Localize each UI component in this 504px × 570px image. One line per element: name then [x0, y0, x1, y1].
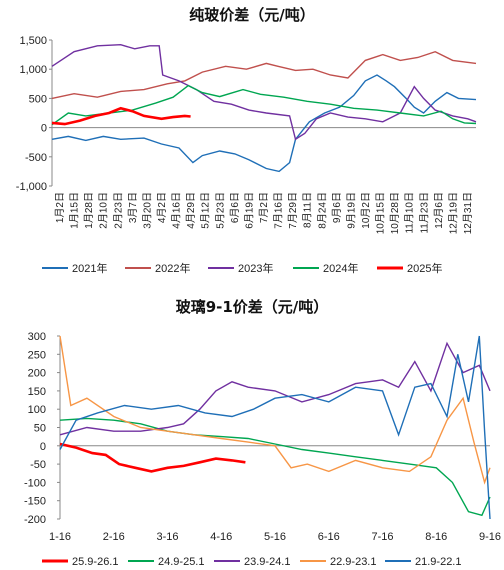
- chart-2-y-tick-label: 300: [28, 331, 46, 343]
- chart-2-y-tick-label: -50: [30, 459, 46, 471]
- chart-1-x-tick-label: 7月2日: [258, 192, 270, 223]
- chart-1-x-tick-label: 10月28日: [389, 192, 401, 234]
- chart-2-y-tick-label: 100: [28, 404, 46, 416]
- chart-1-x-tick-label: 5月12日: [200, 192, 212, 229]
- chart-1-x-tick-label: 6月6日: [229, 192, 241, 223]
- chart-2-legend-label: 21.9-22.1: [415, 556, 461, 568]
- chart-2-legend-label: 24.9-25.1: [158, 556, 204, 568]
- chart-2-series-line: [59, 417, 491, 517]
- chart-1-y-tick-label: -1,000: [16, 181, 47, 193]
- chart-1-x-tick-label: 2月10日: [98, 192, 110, 229]
- chart-1-legend-label: 2024年: [323, 261, 358, 275]
- chart-1-x-tick-label: 9月6日: [331, 192, 343, 223]
- chart-1-x-tick-label: 10月2日: [360, 192, 372, 229]
- chart-2-x-tick-label: 2-16: [103, 531, 125, 543]
- chart-2-series-line: [59, 335, 491, 520]
- chart-1-x-tick-label: 5月23日: [214, 192, 226, 229]
- chart-1-x-tick-label: 10月15日: [375, 192, 387, 234]
- chart-1-y-tick-label: 1,500: [19, 35, 47, 47]
- chart-2-legend-label: 25.9-26.1: [72, 556, 118, 568]
- chart-1-x-tick-label: 11月10日: [404, 192, 416, 234]
- chart-1-legend-label: 2023年: [238, 261, 273, 275]
- chart-2-x-tick-label: 1-16: [49, 531, 71, 543]
- chart-1-x-tick-label: 4月16日: [171, 192, 183, 229]
- chart-1-x-tick-label: 12月6日: [433, 192, 445, 229]
- chart-1-x-tick-label: 12月19日: [447, 192, 459, 234]
- chart-1-legend-label: 2021年: [72, 261, 107, 275]
- chart-2-x-tick-label: 7-16: [371, 531, 393, 543]
- chart-1-y-tick-label: 500: [29, 93, 47, 105]
- chart-1-x-tick-label: 3月7日: [127, 192, 139, 223]
- chart-2-y-tick-label: 150: [28, 386, 46, 398]
- chart-2-y-tick-label: 0: [40, 441, 46, 453]
- chart-1-x-tick-label: 1月28日: [83, 192, 95, 229]
- chart-1-series-line: [51, 74, 477, 173]
- chart-1-x-tick-label: 8月24日: [316, 192, 328, 229]
- chart-2-y-tick-label: 50: [34, 423, 46, 435]
- chart-1-y-tick-label: -500: [25, 152, 47, 164]
- chart-1-y-tick-label: 1,000: [19, 64, 47, 76]
- chart-2-x-tick-label: 8-16: [425, 531, 447, 543]
- chart-2-legend-label: 22.9-23.1: [330, 556, 376, 568]
- chart-1-title: 纯玻价差（元/吨）: [189, 6, 315, 24]
- chart-2-x-tick-label: 6-16: [318, 531, 340, 543]
- chart-1-x-tick-label: 8月11日: [302, 192, 314, 228]
- chart-1-series-line: [51, 106, 191, 126]
- chart-1-legend-label: 2025年: [407, 261, 442, 275]
- chart-1-x-tick-label: 7月16日: [273, 192, 285, 229]
- chart-2-legend-label: 23.9-24.1: [244, 556, 290, 568]
- chart-1-x-tick-label: 1月15日: [69, 192, 81, 229]
- chart-2-x-tick-label: 3-16: [156, 531, 178, 543]
- chart-2-y-tick-label: -100: [24, 477, 46, 489]
- chart-2-x-tick-label: 4-16: [210, 531, 232, 543]
- chart-2-y-tick-label: -200: [24, 514, 46, 526]
- chart-2-series-line: [59, 335, 491, 485]
- chart-1-series-line: [51, 84, 477, 126]
- chart-2-x-tick-label: 9-16: [479, 531, 501, 543]
- chart-2-y-tick-label: -150: [24, 496, 46, 508]
- chart-1-x-tick-label: 2月23日: [112, 192, 124, 229]
- chart-2-title: 玻璃9-1价差（元/吨）: [175, 298, 329, 316]
- chart-1-x-tick-label: 4月29日: [185, 192, 197, 229]
- chart-1-y-tick-label: 0: [41, 123, 47, 135]
- chart-1-x-tick-label: 7月29日: [287, 192, 299, 229]
- chart-1-legend-label: 2022年: [155, 261, 190, 275]
- chart-2-y-tick-label: 200: [28, 368, 46, 380]
- chart-1-x-tick-label: 1月2日: [54, 192, 66, 223]
- chart-1-x-tick-label: 3月20日: [141, 192, 153, 229]
- chart-2-x-tick-label: 5-16: [264, 531, 286, 543]
- chart-1-x-tick-label: 12月31日: [462, 192, 474, 234]
- chart-2-y-tick-label: 250: [28, 349, 46, 361]
- chart-1-x-tick-label: 11月23日: [418, 192, 430, 234]
- chart-1-x-tick-label: 4月2日: [156, 192, 168, 223]
- chart-1-x-tick-label: 9月19日: [345, 192, 357, 229]
- chart-1-series-line: [51, 43, 477, 141]
- chart-1-x-tick-label: 6月19日: [243, 192, 255, 229]
- chart-1-series-line: [51, 50, 477, 100]
- chart-2-series-line: [59, 442, 246, 473]
